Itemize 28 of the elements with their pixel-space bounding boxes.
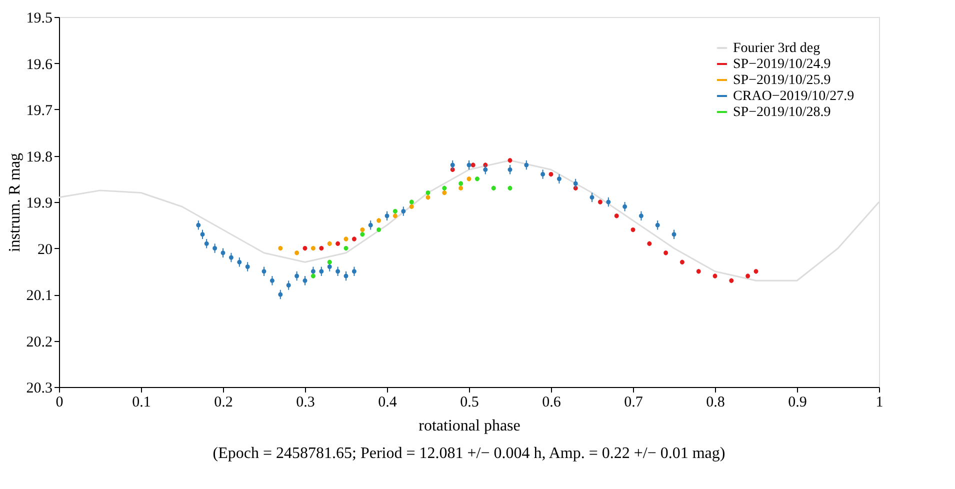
x-tick-label: 0.9 <box>788 394 807 410</box>
legend-label: SP−2019/10/28.9 <box>733 105 831 120</box>
y-tick-label: 19.7 <box>26 103 53 119</box>
y-tick-label: 19.9 <box>26 196 52 212</box>
y-tick-label: 20 <box>38 242 52 258</box>
y-tick-label: 19.6 <box>26 56 53 73</box>
y-axis-title: instrum. R mag <box>6 152 24 252</box>
legend-label: CRAO−2019/10/27.9 <box>733 89 854 104</box>
x-tick-label: 0.7 <box>624 394 644 410</box>
x-tick-label: 0.2 <box>214 394 233 410</box>
x-axis-title: rotational phase <box>418 418 520 434</box>
legend-label: SP−2019/10/25.9 <box>733 73 831 88</box>
x-tick-label: 0.1 <box>132 394 151 410</box>
legend-label: SP−2019/10/24.9 <box>733 57 831 72</box>
legend-label: Fourier 3rd deg <box>733 41 820 56</box>
y-tick-label: 19.5 <box>26 10 52 26</box>
y-tick-label: 20.3 <box>26 380 52 396</box>
x-tick-label: 0.4 <box>378 394 398 410</box>
y-tick-label: 20.2 <box>26 334 52 350</box>
x-tick-label: 0.5 <box>460 394 479 410</box>
x-tick-label: 0.3 <box>296 394 315 410</box>
x-tick-label: 0 <box>56 394 64 410</box>
x-tick-label: 0.6 <box>542 394 562 410</box>
y-tick-label: 19.8 <box>26 149 52 166</box>
x-tick-label: 0.8 <box>706 394 725 410</box>
y-tick-label: 20.1 <box>26 288 52 304</box>
x-tick-label: 1 <box>876 394 884 410</box>
text: (Epoch = 2458781.65; Period = 12.081 +/− 0.004 h, Amp. = 0.22 +/− 0.01 mag) <box>212 445 726 462</box>
